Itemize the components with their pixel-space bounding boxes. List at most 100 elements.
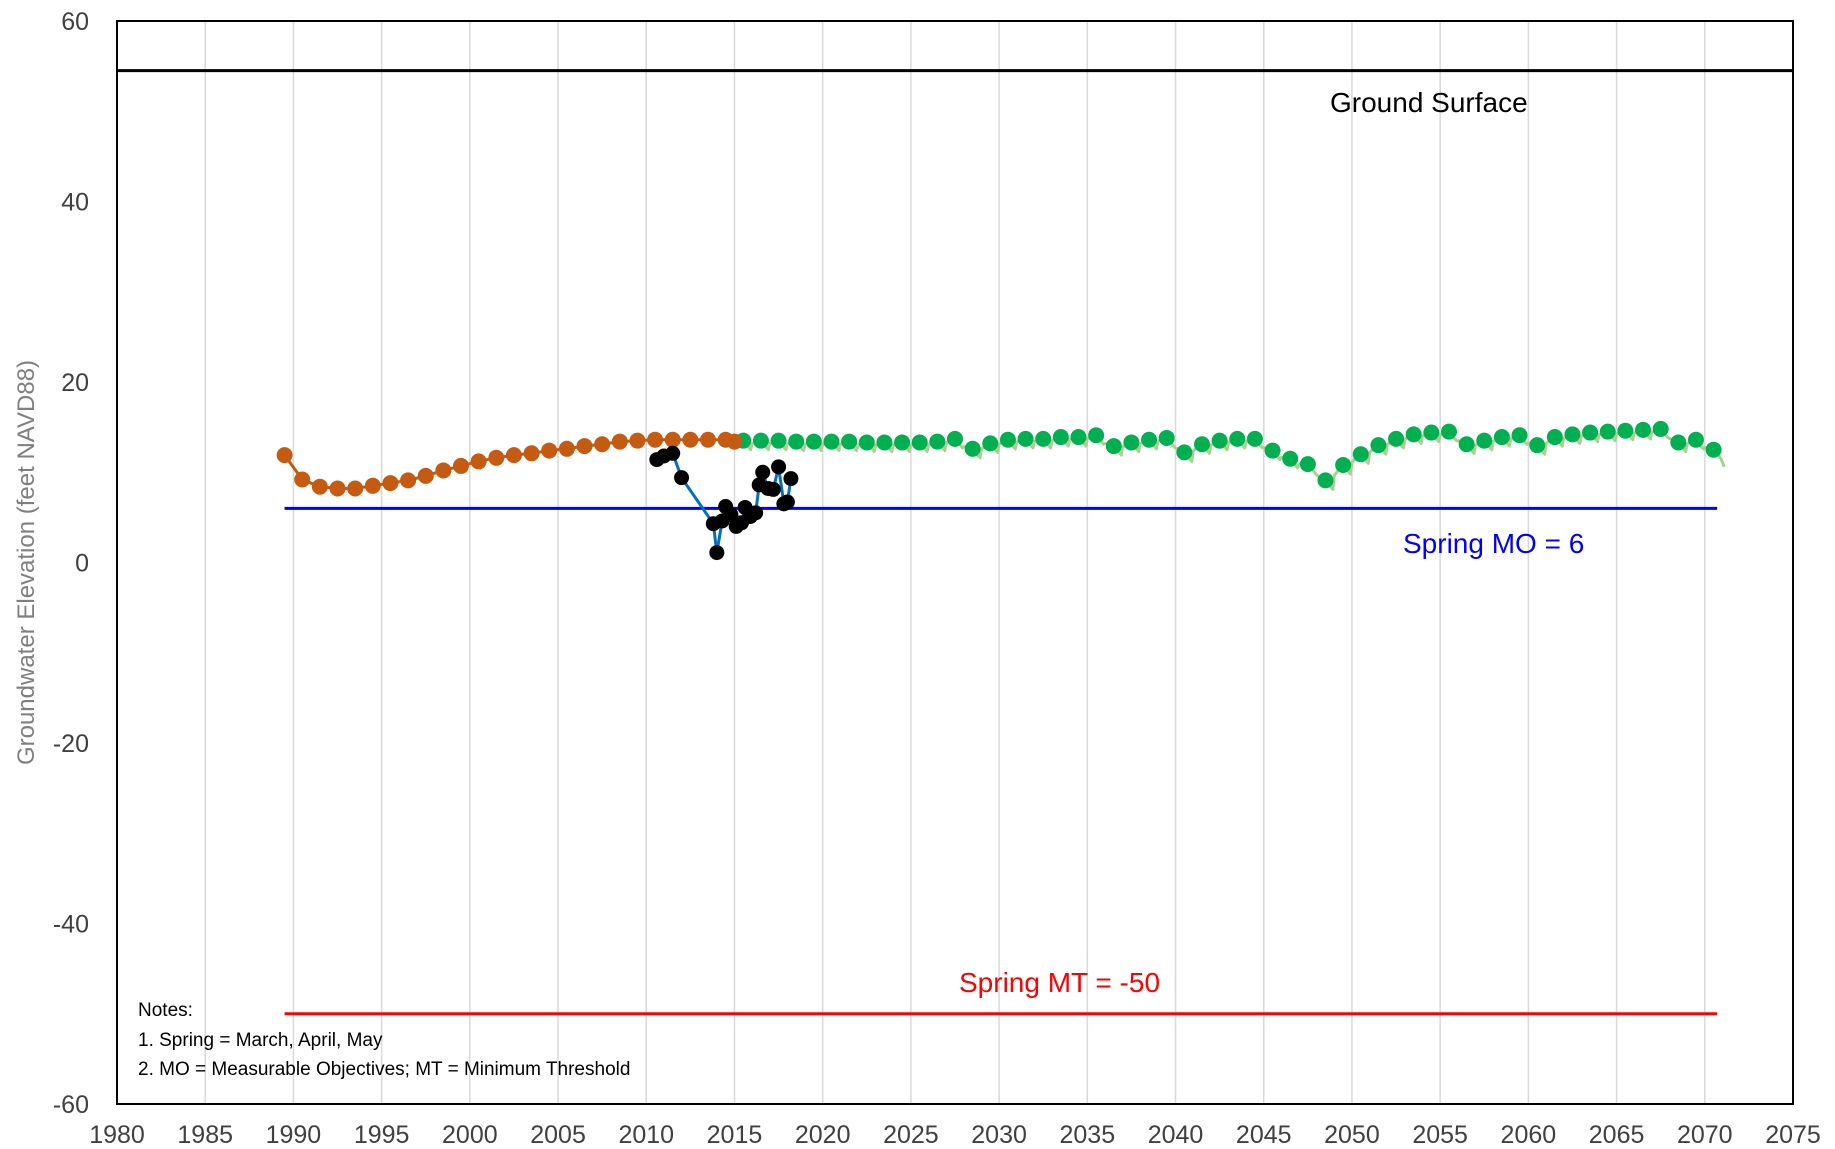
projected-point-46 xyxy=(1546,429,1563,446)
projected-point-14 xyxy=(982,435,999,452)
projected-point-35 xyxy=(1352,446,1369,463)
ground-surface-label: Ground Surface xyxy=(1330,87,1528,118)
projected-point-5 xyxy=(823,433,840,450)
projected-point-44 xyxy=(1511,427,1528,444)
historical-point-14 xyxy=(523,445,540,462)
x-tick-label-1980: 1980 xyxy=(89,1121,145,1149)
observed-point-13 xyxy=(748,505,764,521)
projected-point-29 xyxy=(1246,430,1263,447)
historical-point-6 xyxy=(382,475,399,492)
projected-point-6 xyxy=(841,433,858,450)
note-1: 1. Spring = March, April, May xyxy=(138,1030,383,1051)
x-tick-label-1990: 1990 xyxy=(266,1121,322,1149)
observed-point-8 xyxy=(723,507,739,523)
y-tick-label-0: 0 xyxy=(75,550,89,578)
x-tick-label-2045: 2045 xyxy=(1236,1121,1292,1149)
projected-point-3 xyxy=(788,433,805,450)
x-tick-label-2040: 2040 xyxy=(1148,1121,1204,1149)
y-axis-label: Groundwater Elevation (feet NAVD88) xyxy=(13,360,40,765)
projected-point-38 xyxy=(1405,426,1422,443)
projected-point-27 xyxy=(1211,432,1228,449)
reference-lines xyxy=(117,69,1793,1016)
projected-point-10 xyxy=(911,434,928,451)
projected-point-21 xyxy=(1105,438,1122,455)
projected-point-20 xyxy=(1088,427,1105,444)
projected-point-51 xyxy=(1635,421,1652,438)
projected-point-53 xyxy=(1670,434,1687,451)
projected-point-43 xyxy=(1493,429,1510,446)
projected-point-16 xyxy=(1017,430,1034,447)
projected-point-15 xyxy=(999,431,1016,448)
historical-point-4 xyxy=(347,480,364,497)
spring-mo-label: Spring MO = 6 xyxy=(1403,528,1584,559)
observed-point-18 xyxy=(771,459,787,475)
observed-point-21 xyxy=(783,471,799,487)
projected-point-25 xyxy=(1176,444,1193,461)
x-tick-label-2060: 2060 xyxy=(1501,1121,1557,1149)
projected-point-7 xyxy=(858,434,875,451)
projected-point-23 xyxy=(1141,431,1158,448)
projected-point-28 xyxy=(1229,430,1246,447)
projected-point-31 xyxy=(1282,450,1299,467)
historical-point-0 xyxy=(276,447,293,464)
projected-point-8 xyxy=(876,434,893,451)
historical-point-1 xyxy=(294,471,311,488)
projected-point-34 xyxy=(1335,457,1352,474)
x-tick-label-2025: 2025 xyxy=(883,1121,939,1149)
observed-point-5 xyxy=(709,545,725,561)
projected-point-33 xyxy=(1317,472,1334,489)
historical-point-15 xyxy=(541,442,558,459)
projected-point-13 xyxy=(964,440,981,457)
projected-point-40 xyxy=(1440,423,1457,440)
x-tick-label-2015: 2015 xyxy=(707,1121,763,1149)
projected-point-55 xyxy=(1705,441,1722,458)
projected-point-1 xyxy=(752,432,769,449)
y-tick-label--20: -20 xyxy=(53,730,89,758)
x-tick-label-2010: 2010 xyxy=(618,1121,674,1149)
x-tick-label-2075: 2075 xyxy=(1765,1121,1821,1149)
historical-point-16 xyxy=(558,440,575,457)
note-2: 2. MO = Measurable Objectives; MT = Mini… xyxy=(138,1059,630,1080)
historical-point-23 xyxy=(682,431,699,448)
historical-point-7 xyxy=(400,472,417,489)
historical-point-12 xyxy=(488,449,505,466)
projected-point-12 xyxy=(947,430,963,447)
gridlines xyxy=(204,21,1706,1104)
projected-point-19 xyxy=(1070,429,1087,446)
historical-point-18 xyxy=(594,436,611,453)
projected-point-4 xyxy=(805,433,822,450)
y-tick-label--40: -40 xyxy=(53,911,89,939)
projected-point-32 xyxy=(1299,456,1316,473)
projected-point-39 xyxy=(1423,424,1440,441)
spring-mt-label: Spring MT = -50 xyxy=(959,967,1160,998)
projected-point-11 xyxy=(929,433,946,450)
x-tick-label-2035: 2035 xyxy=(1060,1121,1116,1149)
projected-point-18 xyxy=(1052,429,1069,446)
projected-point-48 xyxy=(1582,424,1599,441)
data-series xyxy=(276,420,1726,561)
plot-area-border xyxy=(116,20,1794,1105)
y-axis-tick-labels: 60 40 20 0 -20 -40 -60 xyxy=(53,8,89,1119)
projected-point-42 xyxy=(1476,432,1493,449)
historical-point-22 xyxy=(664,431,681,448)
x-tick-label-2005: 2005 xyxy=(530,1121,586,1149)
x-tick-label-2055: 2055 xyxy=(1412,1121,1468,1149)
projected-point-41 xyxy=(1458,436,1475,453)
projected-point-30 xyxy=(1264,442,1281,459)
observed-point-2 xyxy=(665,445,681,461)
x-tick-label-2020: 2020 xyxy=(795,1121,851,1149)
historical-point-26 xyxy=(726,433,743,450)
historical-point-5 xyxy=(364,477,381,494)
x-tick-label-2065: 2065 xyxy=(1589,1121,1645,1149)
projected-point-36 xyxy=(1370,437,1387,454)
x-tick-label-2030: 2030 xyxy=(971,1121,1027,1149)
historical-point-8 xyxy=(417,467,434,484)
historical-point-2 xyxy=(311,478,328,495)
historical-point-17 xyxy=(576,438,593,455)
notes-heading: Notes: xyxy=(138,1000,193,1021)
observed-point-20 xyxy=(779,494,795,510)
historical-point-10 xyxy=(453,457,470,474)
historical-point-3 xyxy=(329,480,346,497)
projected-point-52 xyxy=(1652,420,1669,437)
